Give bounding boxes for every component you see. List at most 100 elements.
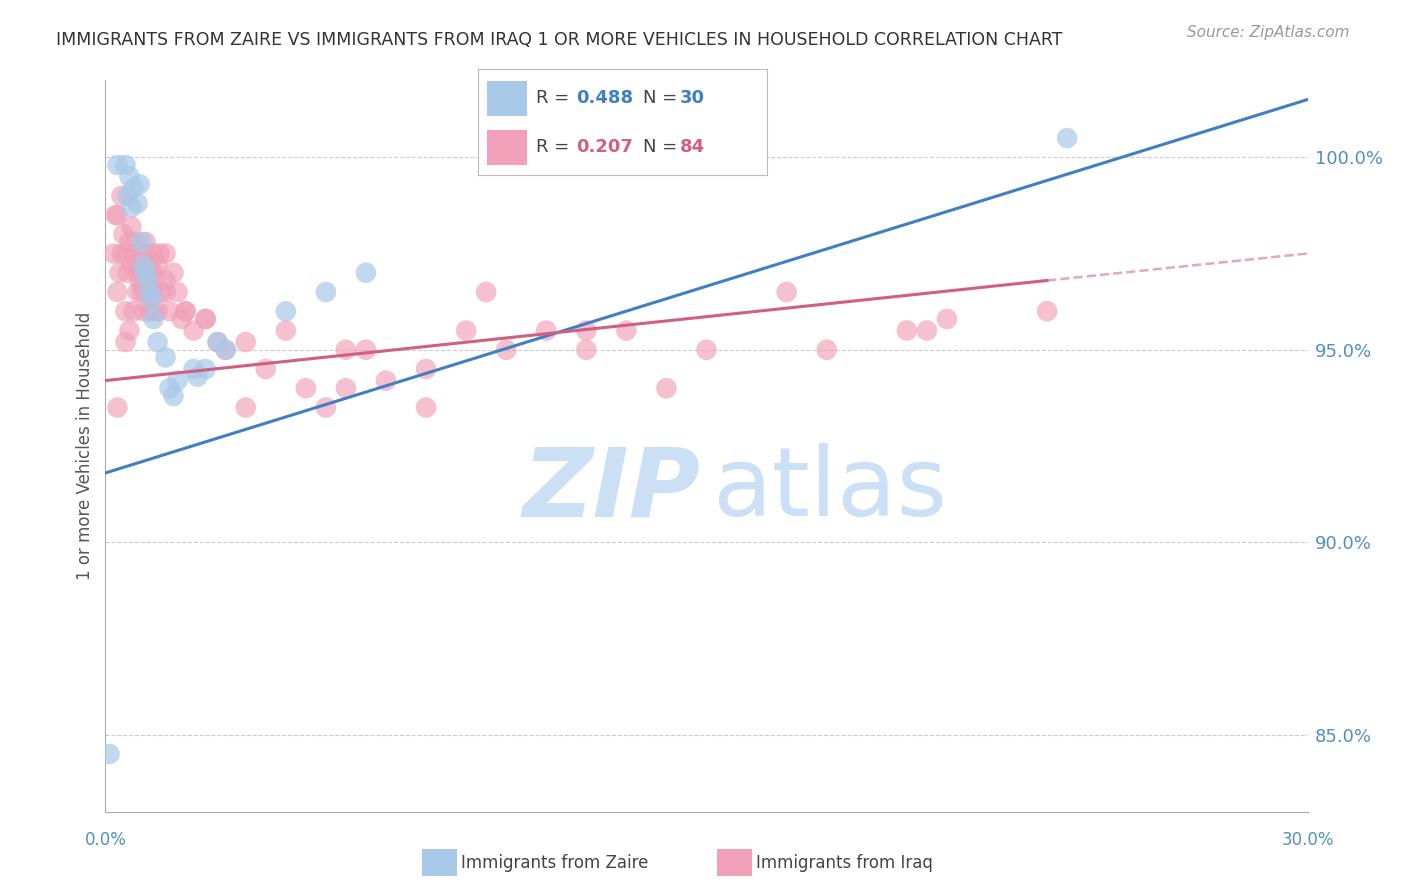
Point [207,334,229,349]
Point [374,374,398,388]
Point [146,258,169,272]
Point [103,246,125,260]
Y-axis label: 1 or more Vehicles in Household: 1 or more Vehicles in Household [76,312,94,580]
Point [159,381,181,395]
Point [315,401,337,415]
Point [295,381,318,395]
Point [187,369,209,384]
Point [415,401,437,415]
Point [159,304,181,318]
Text: ZIP: ZIP [523,443,700,536]
Point [131,235,153,249]
Point [150,285,173,299]
Point [162,266,184,280]
Text: Immigrants from Zaire: Immigrants from Zaire [461,854,648,871]
Point [335,343,357,357]
Point [107,401,129,415]
Point [110,246,132,260]
Point [108,266,131,280]
Point [194,312,217,326]
Point [575,343,598,357]
Point [148,246,170,260]
Text: IMMIGRANTS FROM ZAIRE VS IMMIGRANTS FROM IRAQ 1 OR MORE VEHICLES IN HOUSEHOLD CO: IMMIGRANTS FROM ZAIRE VS IMMIGRANTS FROM… [56,31,1063,49]
Text: 84: 84 [681,137,706,156]
Point [315,285,337,299]
Point [117,188,139,202]
Text: N =: N = [643,137,682,156]
Point [274,324,297,338]
Text: R =: R = [536,137,575,156]
Point [174,304,197,318]
Point [174,304,197,318]
Point [142,312,165,326]
Point [135,235,157,249]
Point [127,258,149,272]
Point [155,273,177,287]
Bar [486,129,527,165]
Point [117,266,139,280]
Point [155,351,177,365]
Point [128,178,150,192]
Point [415,362,437,376]
Point [114,158,136,172]
Text: Source: ZipAtlas.com: Source: ZipAtlas.com [1187,25,1350,40]
Point [696,343,718,357]
Point [118,169,141,184]
Point [456,324,478,338]
Point [142,266,165,280]
Point [112,227,135,242]
Point [124,235,146,249]
Point [162,389,184,403]
Point [936,312,959,326]
Point [146,334,169,349]
Text: 0.207: 0.207 [576,137,633,156]
Point [1036,304,1059,318]
Point [915,324,938,338]
Text: 30: 30 [681,89,704,107]
Point [141,293,163,307]
Point [896,324,918,338]
Point [214,343,236,357]
Point [776,285,799,299]
Text: N =: N = [643,89,682,107]
Point [127,266,149,280]
Point [135,285,157,299]
Point [127,196,149,211]
Point [138,285,160,299]
Point [121,200,143,214]
Text: 0.0%: 0.0% [84,831,127,849]
Point [170,312,193,326]
Point [128,273,150,287]
Point [135,246,157,260]
Point [146,304,169,318]
Point [335,381,357,395]
Point [107,208,129,222]
Point [575,324,598,338]
Point [1056,131,1078,145]
Point [136,273,159,287]
Point [254,362,277,376]
Point [155,246,177,260]
Point [127,285,149,299]
Point [495,343,517,357]
Point [274,304,297,318]
Point [107,285,129,299]
Point [114,304,136,318]
Text: atlas: atlas [713,443,948,536]
Point [354,266,377,280]
Point [107,158,129,172]
Point [815,343,838,357]
Point [183,362,205,376]
Point [114,246,136,260]
Point [114,334,136,349]
Point [354,343,377,357]
Point [142,246,165,260]
Point [616,324,638,338]
Point [194,312,217,326]
Point [655,381,678,395]
Point [145,273,167,287]
Point [135,266,157,280]
Point [183,324,205,338]
Point [132,304,155,318]
Point [98,747,121,761]
